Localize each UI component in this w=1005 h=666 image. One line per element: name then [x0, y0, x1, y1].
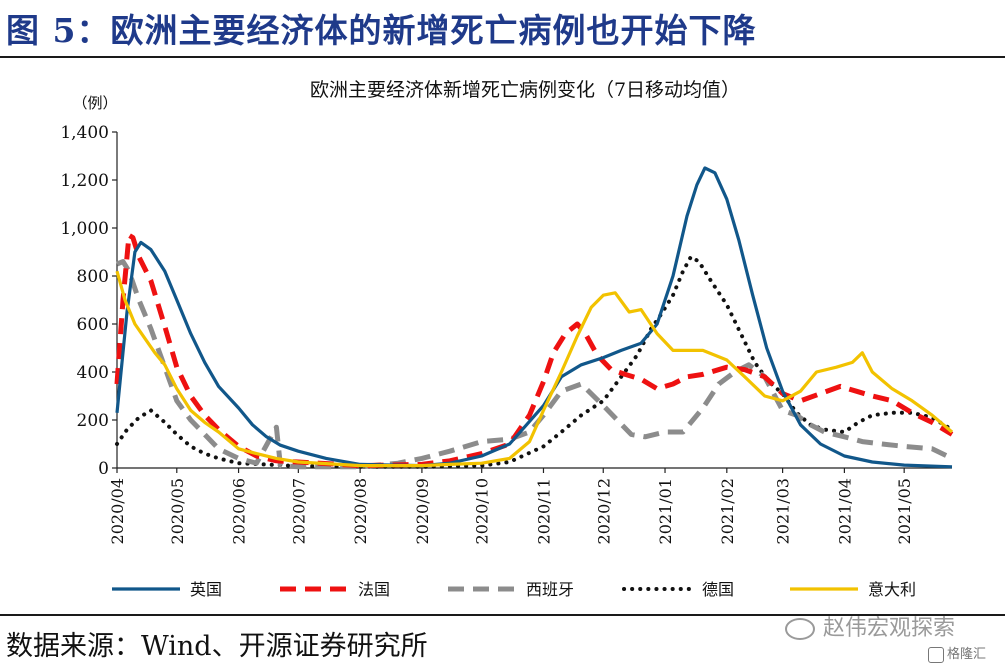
x-tick-label: 2021/04 [835, 478, 854, 544]
source-note: 数据来源：Wind、开源证券研究所 [6, 631, 428, 662]
legend-label-italy: 意大利 [868, 580, 916, 599]
x-tick-label: 2020/05 [168, 478, 187, 544]
x-tick-label: 2020/12 [594, 478, 613, 544]
y-tick-label: 0 [98, 459, 109, 479]
y-tick-label: 200 [77, 411, 109, 431]
chart-title: 欧洲主要经济体新增死亡病例变化（7日移动均值） [310, 79, 740, 101]
series-line-france [114, 232, 954, 469]
wechat-icon [785, 618, 815, 640]
figure-title: 图 5：欧洲主要经济体的新增死亡病例也开始下降 [6, 11, 757, 50]
x-tick-label: 2020/06 [230, 478, 249, 544]
corner-logo: 格隆汇 [928, 643, 986, 663]
series-line-germany [115, 254, 954, 469]
x-tick-label: 2020/08 [351, 478, 370, 544]
axes: 0 200 400 600 800 1,000 1,200 1,400 2020/04 2020/… [60, 123, 952, 544]
x-tick-label: 2020/07 [289, 478, 308, 544]
x-tick-label: 2020/10 [473, 478, 492, 544]
corner-logo-icon [928, 646, 944, 663]
series-line-spain [116, 259, 954, 470]
series-line-italy [115, 270, 954, 468]
x-tick-label: 2020/04 [108, 478, 127, 544]
bottom-rule [0, 614, 1005, 616]
series-layer [114, 166, 954, 470]
x-tick-label: 2020/11 [534, 478, 553, 544]
legend-label-spain: 西班牙 [526, 580, 574, 599]
series-line-uk [115, 166, 953, 469]
y-tick-label: 1,200 [60, 171, 109, 191]
watermark: 赵伟宏观探索 [785, 610, 955, 642]
x-tick-label: 2021/03 [774, 478, 793, 544]
legend-label-france: 法国 [358, 580, 390, 599]
legend-label-germany: 德国 [702, 580, 734, 599]
x-tick-label: 2021/05 [895, 478, 914, 544]
x-tick-label: 2021/01 [656, 478, 675, 544]
top-rule [0, 56, 1005, 58]
y-tick-label: 1,400 [60, 123, 109, 143]
y-tick-label: 600 [77, 315, 109, 335]
y-tick-label: 1,000 [60, 219, 109, 239]
y-tick-label: 400 [77, 363, 109, 383]
watermark-text: 赵伟宏观探索 [823, 616, 956, 641]
corner-logo-text: 格隆汇 [947, 647, 987, 662]
y-axis-label: （例） [72, 94, 117, 112]
legend: 英国 法国 西班牙 德国 意大利 [112, 580, 916, 599]
x-tick-label: 2020/09 [413, 478, 432, 544]
line-chart: 欧洲主要经济体新增死亡病例变化（7日移动均值） （例） 0 200 400 600 80… [60, 79, 954, 599]
legend-label-uk: 英国 [190, 580, 222, 599]
y-tick-label: 800 [77, 267, 109, 287]
x-tick-label: 2021/02 [718, 478, 737, 544]
